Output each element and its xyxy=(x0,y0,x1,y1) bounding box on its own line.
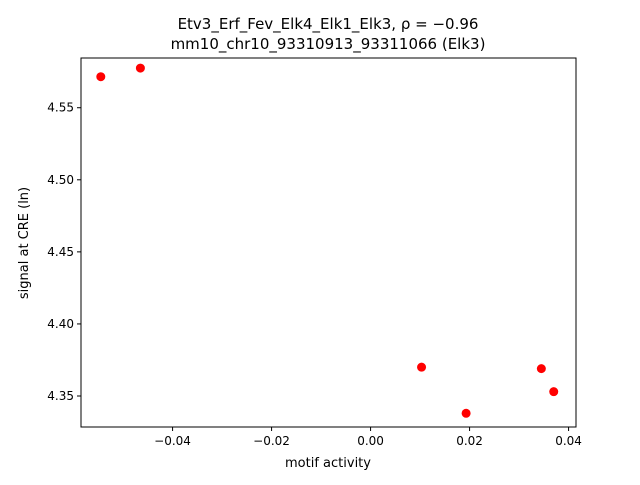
data-point xyxy=(417,362,427,372)
data-point xyxy=(135,63,145,73)
chart-title-line2: mm10_chr10_93310913_93311066 (Elk3) xyxy=(171,35,486,54)
axes-frame xyxy=(80,57,577,428)
y-tick-label: 4.45 xyxy=(47,245,74,259)
x-tick-label: 0.04 xyxy=(555,434,582,448)
plot-area: −0.04 −0.02 0.00 0.02 0.04 4.35 4.40 4.45 4.50 4.… xyxy=(47,57,582,448)
data-point xyxy=(536,364,546,374)
chart-title-line1: Etv3_Erf_Fev_Elk4_Elk1_Elk3, ρ = −0.96 xyxy=(178,15,479,34)
x-tick-label: 0.02 xyxy=(456,434,483,448)
y-tick-label: 4.40 xyxy=(47,317,74,331)
y-tick-label: 4.55 xyxy=(47,101,74,115)
x-tick-label: −0.02 xyxy=(253,434,290,448)
data-point xyxy=(461,408,471,418)
x-tick-label: 0.00 xyxy=(357,434,384,448)
data-point xyxy=(549,387,559,397)
y-tick-label: 4.35 xyxy=(47,389,74,403)
x-axis-label: motif activity xyxy=(285,456,371,471)
x-tick-label: −0.04 xyxy=(154,434,191,448)
y-tick-label: 4.50 xyxy=(47,173,74,187)
data-point xyxy=(96,72,106,82)
y-axis-label: signal at CRE (ln) xyxy=(17,187,32,299)
